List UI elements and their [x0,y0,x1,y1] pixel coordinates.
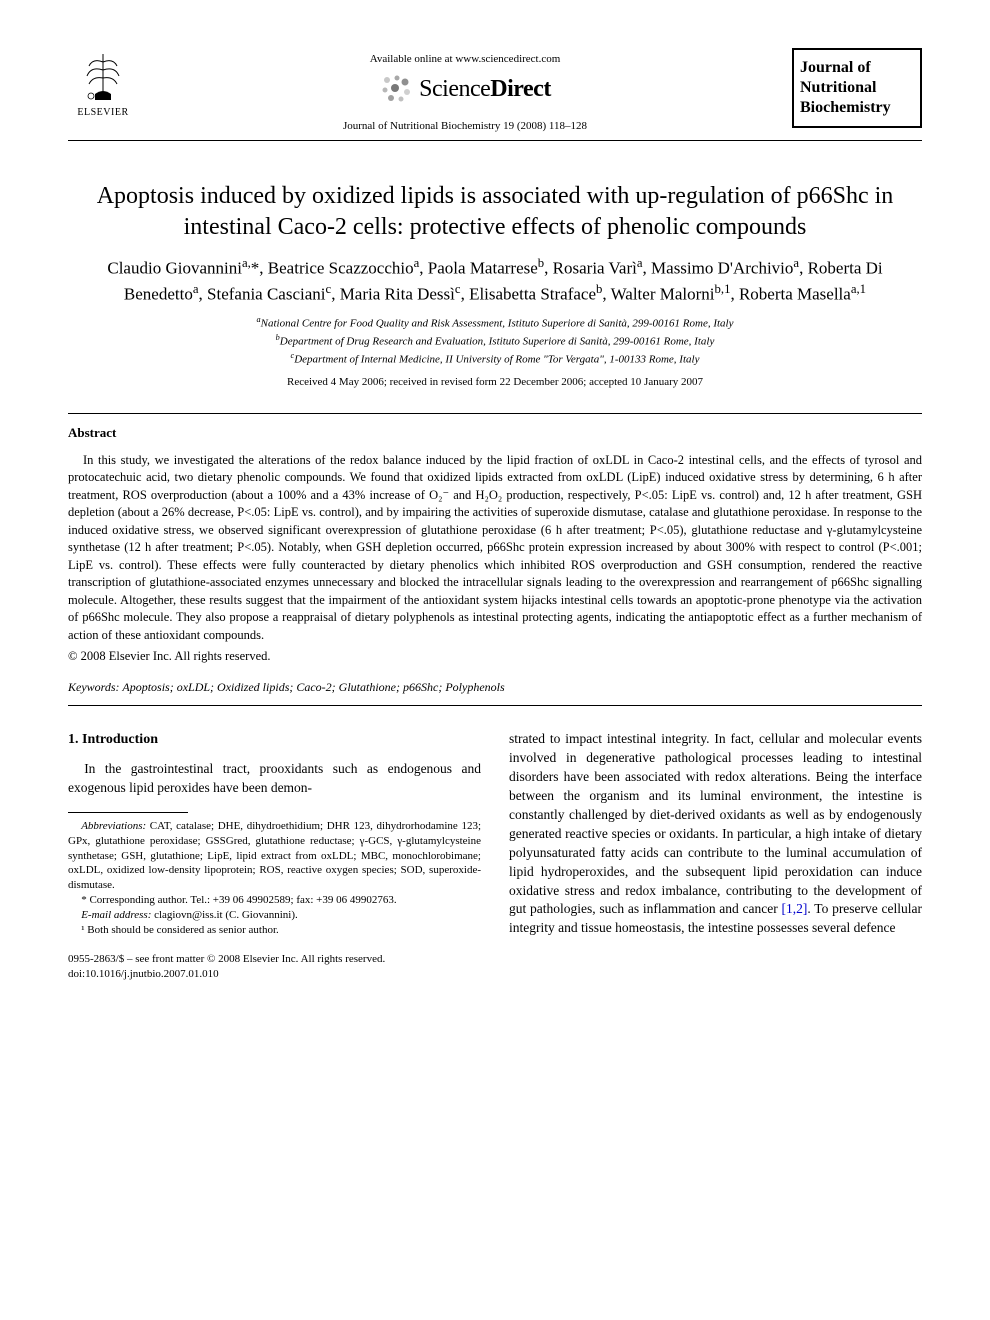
elsevier-label: ELSEVIER [77,106,128,120]
article-title: Apoptosis induced by oxidized lipids is … [68,181,922,243]
ref-link-1-2[interactable]: [1,2] [782,901,808,916]
left-column: 1. Introduction In the gastrointestinal … [68,730,481,982]
introduction-heading: 1. Introduction [68,730,481,750]
authors-list: Claudio Giovanninia,*, Beatrice Scazzocc… [68,255,922,306]
footnotes: Abbreviations: CAT, catalase; DHE, dihyd… [68,819,481,938]
header-rule [68,140,922,141]
elsevier-tree-icon [75,48,131,104]
footnote-corresponding: * Corresponding author. Tel.: +39 06 499… [68,893,481,908]
sd-word-direct: Direct [490,76,551,102]
body-columns: 1. Introduction In the gastrointestinal … [68,730,922,982]
keywords-label: Keywords: [68,680,120,694]
keywords: Keywords: Apoptosis; oxLDL; Oxidized lip… [68,679,922,695]
sciencedirect-dots-icon [379,74,413,104]
elsevier-logo: ELSEVIER [68,48,138,120]
abstract-top-rule [68,413,922,414]
right-column: strated to impact intestinal integrity. … [509,730,922,982]
intro-para-right: strated to impact intestinal integrity. … [509,730,922,938]
affiliations: aNational Centre for Food Quality and Ri… [68,314,922,368]
keywords-text: Apoptosis; oxLDL; Oxidized lipids; Caco-… [122,680,504,694]
abstract-body: In this study, we investigated the alter… [68,452,922,645]
sd-word-science: Science [419,76,490,102]
abstract-bottom-rule [68,705,922,706]
journal-box-line3: Biochemistry [800,98,914,118]
affiliation-b: bDepartment of Drug Research and Evaluat… [68,332,922,350]
abbrev-label: Abbreviations: [81,820,146,832]
footnote-rule [68,812,188,813]
journal-title-box: Journal of Nutritional Biochemistry [792,48,922,128]
intro-right-part1: strated to impact intestinal integrity. … [509,731,922,916]
journal-box-line2: Nutritional [800,78,914,98]
email-value: clagiovn@iss.it (C. Giovannini). [151,909,297,921]
intro-para-left: In the gastrointestinal tract, prooxidan… [68,760,481,798]
affiliation-c: cDepartment of Internal Medicine, II Uni… [68,350,922,368]
available-online-text: Available online at www.sciencedirect.co… [138,52,792,67]
abstract-copyright: © 2008 Elsevier Inc. All rights reserved… [68,648,922,665]
journal-box-line1: Journal of [800,58,914,78]
page-header: ELSEVIER Available online at www.science… [68,48,922,134]
affiliation-a: aNational Centre for Food Quality and Ri… [68,314,922,332]
doi-block: 0955-2863/$ – see front matter © 2008 El… [68,952,481,983]
abstract-heading: Abstract [68,424,922,442]
doi-line1: 0955-2863/$ – see front matter © 2008 El… [68,952,481,967]
footnote-senior: ¹ Both should be considered as senior au… [68,923,481,938]
sciencedirect-logo: ScienceDirect [379,73,551,105]
header-center: Available online at www.sciencedirect.co… [138,48,792,134]
footnote-abbreviations: Abbreviations: CAT, catalase; DHE, dihyd… [68,819,481,893]
journal-citation: Journal of Nutritional Biochemistry 19 (… [138,119,792,134]
sciencedirect-wordmark: ScienceDirect [419,73,551,105]
received-dates: Received 4 May 2006; received in revised… [68,375,922,390]
doi-line2: doi:10.1016/j.jnutbio.2007.01.010 [68,967,481,982]
email-label: E-mail address: [81,909,151,921]
footnote-email: E-mail address: clagiovn@iss.it (C. Giov… [68,908,481,923]
